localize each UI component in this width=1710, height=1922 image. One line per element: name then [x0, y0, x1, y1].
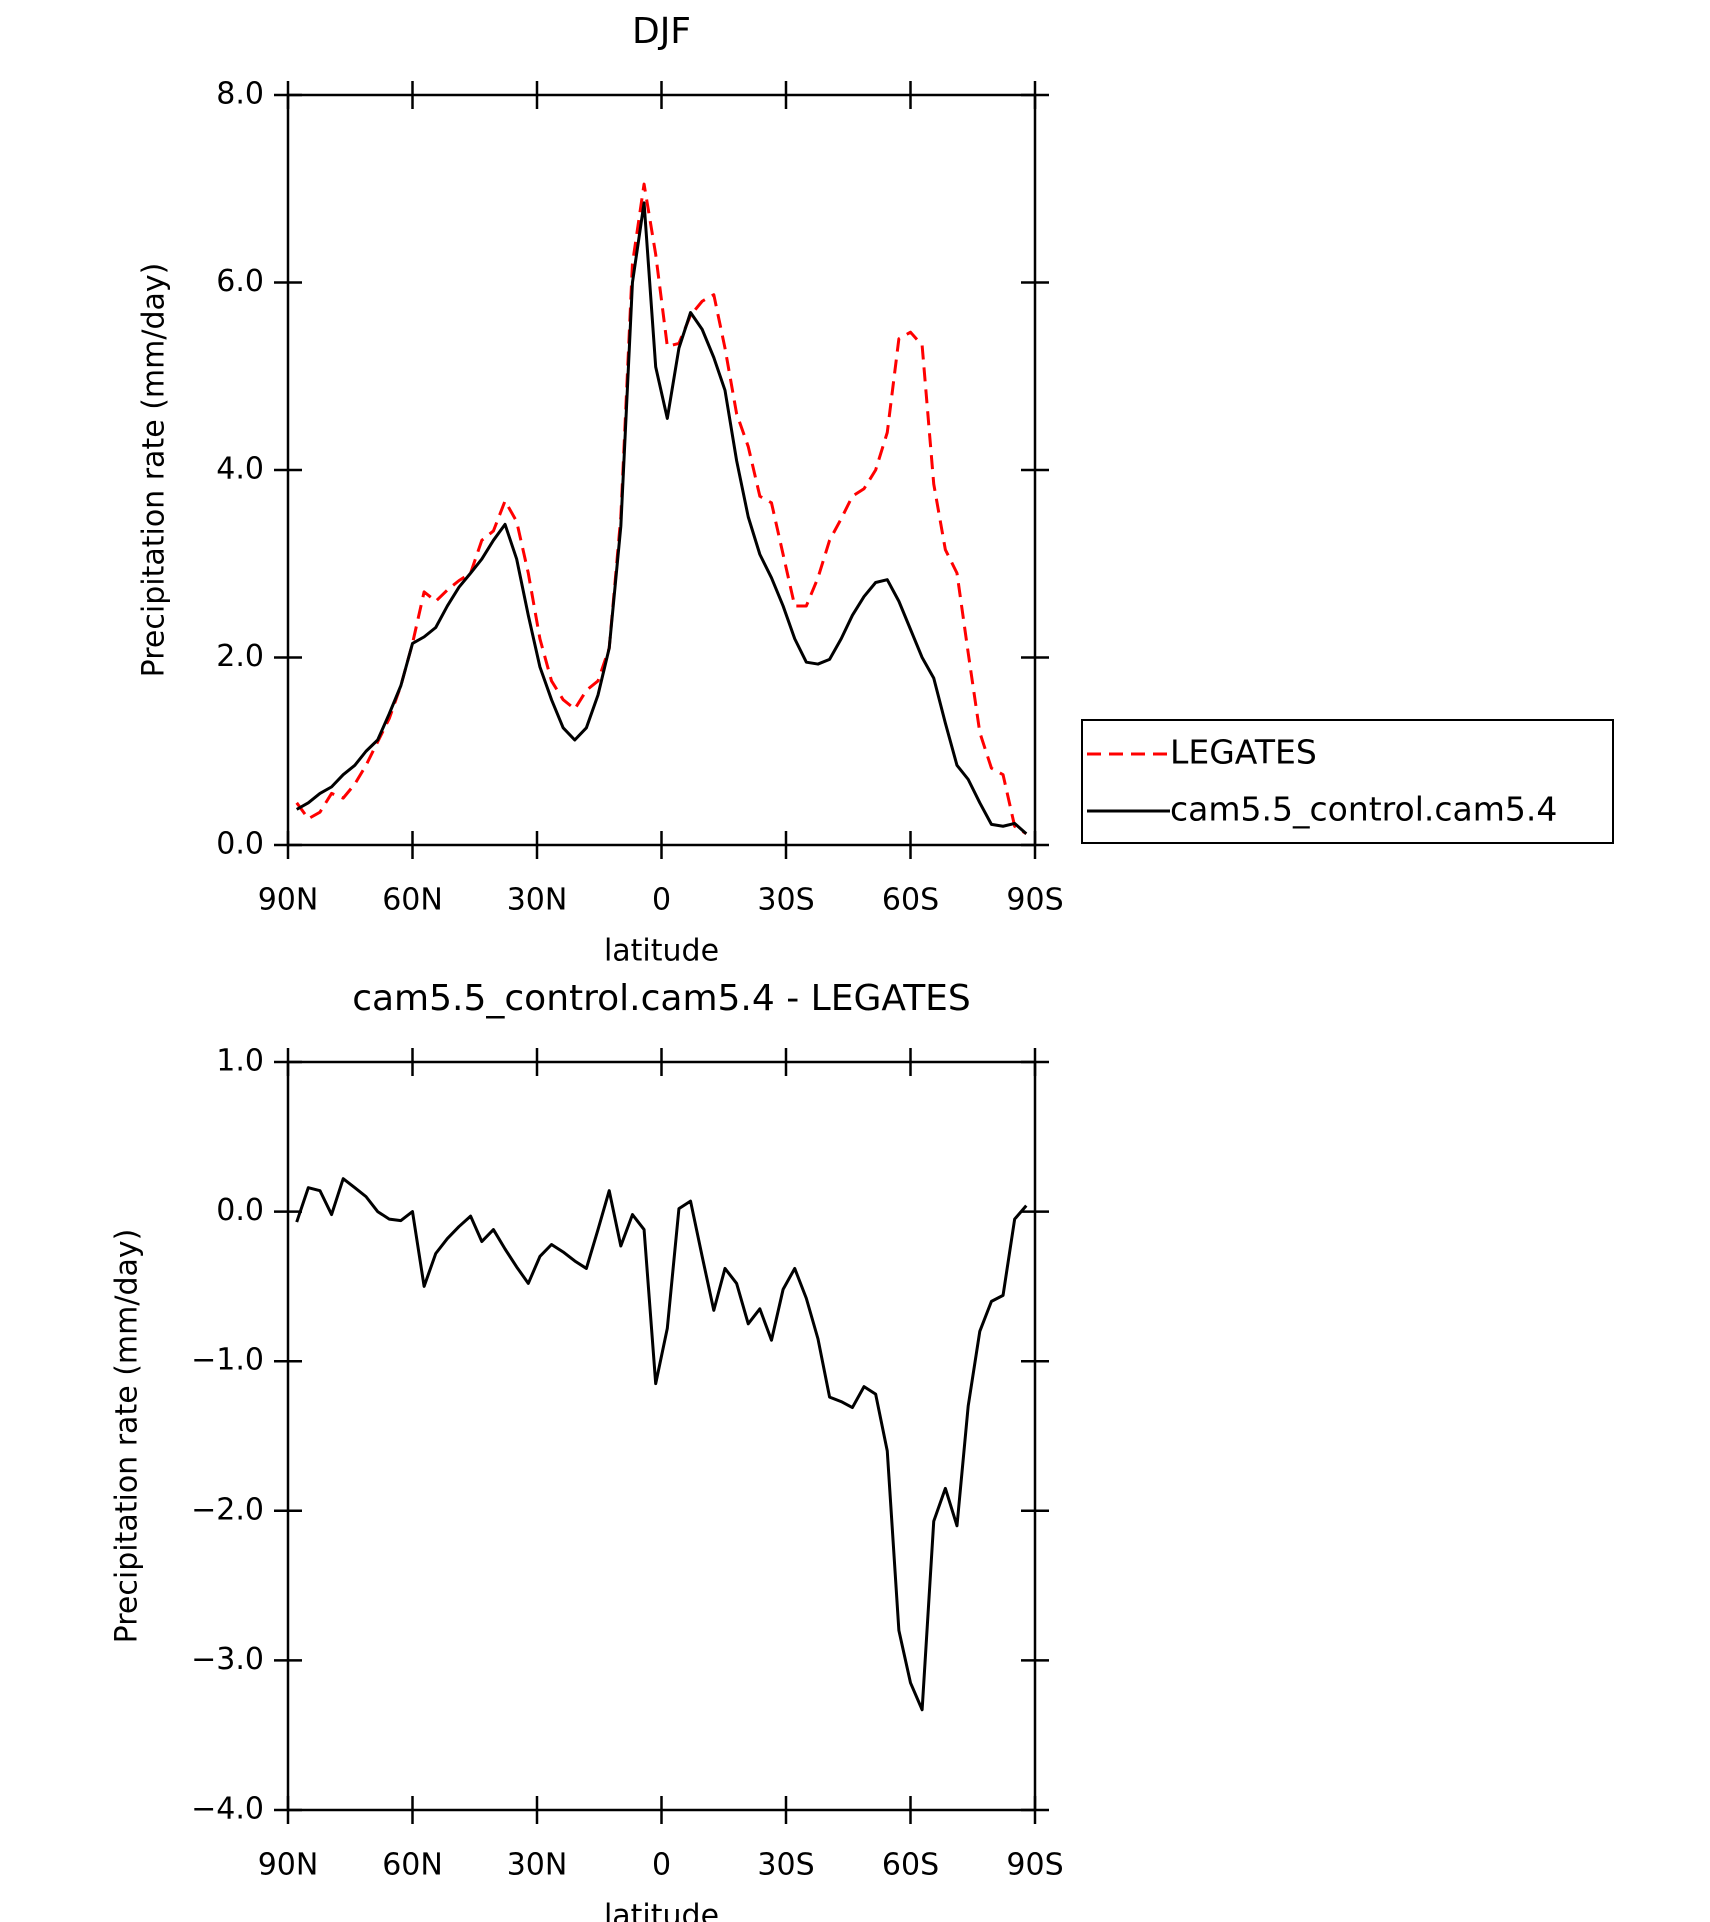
x-tick-label: 30S: [757, 1848, 814, 1883]
x-axis-label: latitude: [604, 934, 719, 969]
legend-label: LEGATES: [1170, 733, 1317, 772]
chart-title: DJF: [632, 11, 691, 52]
x-tick-label: 30S: [757, 883, 814, 918]
x-tick-label: 60S: [882, 883, 939, 918]
x-tick-label: 30N: [507, 1848, 568, 1883]
legend-box: [1081, 719, 1614, 844]
y-tick-label: 1.0: [216, 1044, 264, 1079]
x-tick-label: 90S: [1006, 883, 1063, 918]
y-tick-label: 2.0: [216, 639, 264, 674]
x-tick-label: 90S: [1006, 1848, 1063, 1883]
y-tick-label: −4.0: [191, 1792, 264, 1827]
x-axis-label: latitude: [604, 1899, 719, 1922]
x-tick-label: 30N: [507, 883, 568, 918]
y-tick-label: 0.0: [216, 1193, 264, 1228]
y-tick-label: −2.0: [191, 1492, 264, 1527]
x-tick-label: 90N: [258, 883, 319, 918]
x-tick-label: 0: [652, 1848, 671, 1883]
x-tick-label: 0: [652, 883, 671, 918]
plot-frame: [286, 93, 1037, 847]
y-tick-label: 0.0: [216, 827, 264, 862]
x-tick-label: 60S: [882, 1848, 939, 1883]
y-tick-label: 4.0: [216, 452, 264, 487]
x-tick-label: 90N: [258, 1848, 319, 1883]
data-line: [295, 201, 1028, 835]
y-tick-label: 6.0: [216, 264, 264, 299]
data-line: [295, 1177, 1028, 1712]
y-axis-label: Precipitation rate (mm/day): [137, 263, 172, 678]
data-line: [295, 182, 1028, 836]
legend-label: cam5.5_control.cam5.4: [1170, 790, 1557, 829]
y-tick-label: −1.0: [191, 1343, 264, 1378]
y-tick-label: −3.0: [191, 1642, 264, 1677]
y-axis-label: Precipitation rate (mm/day): [110, 1229, 145, 1644]
x-tick-label: 60N: [382, 883, 443, 918]
chart-title: cam5.5_control.cam5.4 - LEGATES: [352, 978, 971, 1019]
y-tick-label: 8.0: [216, 77, 264, 112]
x-tick-label: 60N: [382, 1848, 443, 1883]
